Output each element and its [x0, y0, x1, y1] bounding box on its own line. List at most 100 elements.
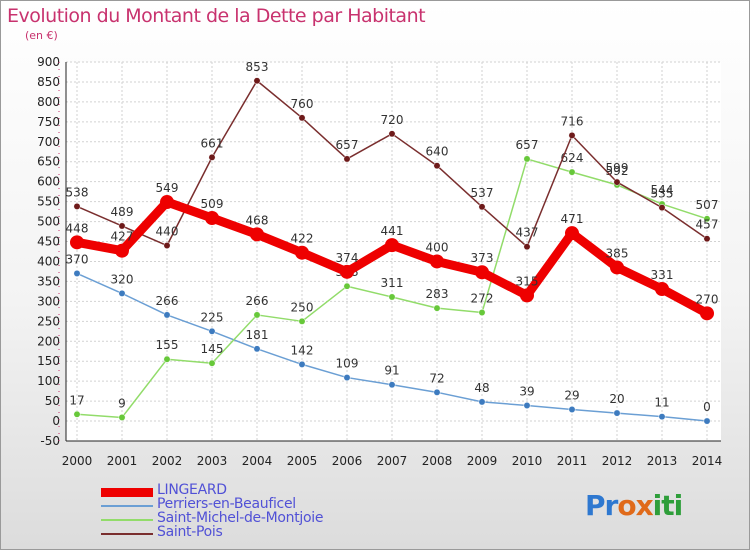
data-point	[163, 355, 171, 363]
data-label: 507	[696, 198, 719, 212]
data-point	[253, 77, 261, 85]
data-point	[253, 345, 261, 353]
y-tick-label: 800	[37, 95, 60, 109]
x-tick-label: 2008	[422, 454, 453, 468]
logo-letter: P	[585, 489, 606, 522]
data-point	[208, 327, 216, 335]
data-label: 720	[381, 113, 404, 127]
legend-label: Perriers-en-Beauficel	[157, 496, 296, 512]
data-point	[253, 311, 261, 319]
legend-label: Saint-Michel-de-Montjoie	[157, 510, 324, 526]
data-point	[73, 410, 81, 418]
x-tick-label: 2002	[152, 454, 183, 468]
data-label: 48	[474, 381, 489, 395]
data-point	[388, 381, 396, 389]
data-label: 11	[654, 396, 669, 410]
x-tick-label: 2007	[377, 454, 408, 468]
data-label: 457	[696, 218, 719, 232]
y-tick-label: 350	[37, 274, 60, 288]
y-tick-label: 200	[37, 334, 60, 348]
data-point	[433, 162, 441, 170]
data-label: 624	[561, 151, 584, 165]
data-point	[700, 306, 714, 321]
data-label: 427	[111, 230, 134, 244]
unit-label: (en €)	[25, 29, 58, 42]
y-tick-label: 550	[37, 195, 60, 209]
data-label: 440	[156, 225, 179, 239]
logo-letter: t	[661, 489, 674, 522]
legend-item: LINGEARD	[101, 482, 401, 499]
y-tick-label: 100	[37, 374, 60, 388]
data-point	[298, 317, 306, 325]
legend-swatch	[101, 519, 153, 521]
data-label: 599	[606, 161, 629, 175]
y-tick-label: 750	[37, 115, 60, 129]
data-label: 181	[246, 328, 269, 342]
data-label: 20	[609, 392, 624, 406]
x-tick-label: 2003	[197, 454, 228, 468]
y-tick-label: 600	[37, 175, 60, 189]
data-point	[523, 155, 531, 163]
data-label: 155	[156, 338, 179, 352]
y-tick-label: 300	[37, 294, 60, 308]
data-label: 441	[381, 224, 404, 238]
data-point	[478, 398, 486, 406]
data-point	[433, 388, 441, 396]
legend-swatch	[101, 487, 153, 497]
data-point	[343, 282, 351, 290]
data-label: 331	[651, 268, 674, 282]
data-label: 549	[156, 181, 179, 195]
data-label: 657	[516, 138, 539, 152]
legend-label: LINGEARD	[157, 482, 227, 498]
data-point	[295, 245, 309, 260]
legend-swatch	[101, 505, 153, 507]
legend: LINGEARD Perriers-en-Beauficel Saint-Miche…	[101, 482, 401, 541]
data-point	[160, 195, 174, 210]
data-label: 489	[111, 205, 134, 219]
y-tick-label: 250	[37, 314, 60, 328]
data-label: 448	[66, 221, 89, 235]
data-label: 640	[426, 145, 449, 159]
data-label: 266	[246, 294, 269, 308]
data-point	[703, 417, 711, 425]
data-label: 109	[336, 357, 359, 371]
data-point	[703, 235, 711, 243]
data-label: 385	[606, 246, 629, 260]
data-label: 9	[118, 396, 126, 410]
chart-title: Evolution du Montant de la Dette par Hab…	[7, 5, 426, 27]
x-tick-label: 2001	[107, 454, 138, 468]
data-label: 422	[291, 232, 314, 246]
data-label: 468	[246, 213, 269, 227]
x-tick-label: 2011	[557, 454, 588, 468]
data-point	[613, 409, 621, 417]
data-point	[523, 402, 531, 409]
y-tick-label: 850	[37, 75, 60, 89]
data-point	[205, 210, 219, 225]
data-label: 400	[426, 240, 449, 254]
data-label: 266	[156, 294, 179, 308]
data-label: 537	[471, 186, 494, 200]
x-tick-label: 2005	[287, 454, 318, 468]
data-label: 283	[426, 287, 449, 301]
data-point	[115, 243, 129, 258]
data-label: 225	[201, 310, 224, 324]
data-point	[568, 406, 576, 413]
data-label: 373	[471, 251, 494, 265]
data-label: 471	[561, 212, 584, 226]
data-point	[568, 168, 576, 176]
y-tick-label: 650	[37, 155, 60, 169]
data-point	[478, 203, 486, 211]
data-point	[613, 178, 621, 186]
data-point	[118, 289, 126, 297]
x-tick-label: 2012	[602, 454, 633, 468]
data-point	[610, 260, 624, 275]
data-label: 853	[246, 60, 269, 74]
data-point	[340, 264, 354, 279]
data-label: 716	[561, 114, 584, 128]
data-point	[388, 130, 396, 138]
data-point	[163, 242, 171, 249]
y-tick-label: 900	[37, 55, 60, 69]
data-point	[655, 282, 669, 297]
data-label: 592	[606, 164, 629, 178]
